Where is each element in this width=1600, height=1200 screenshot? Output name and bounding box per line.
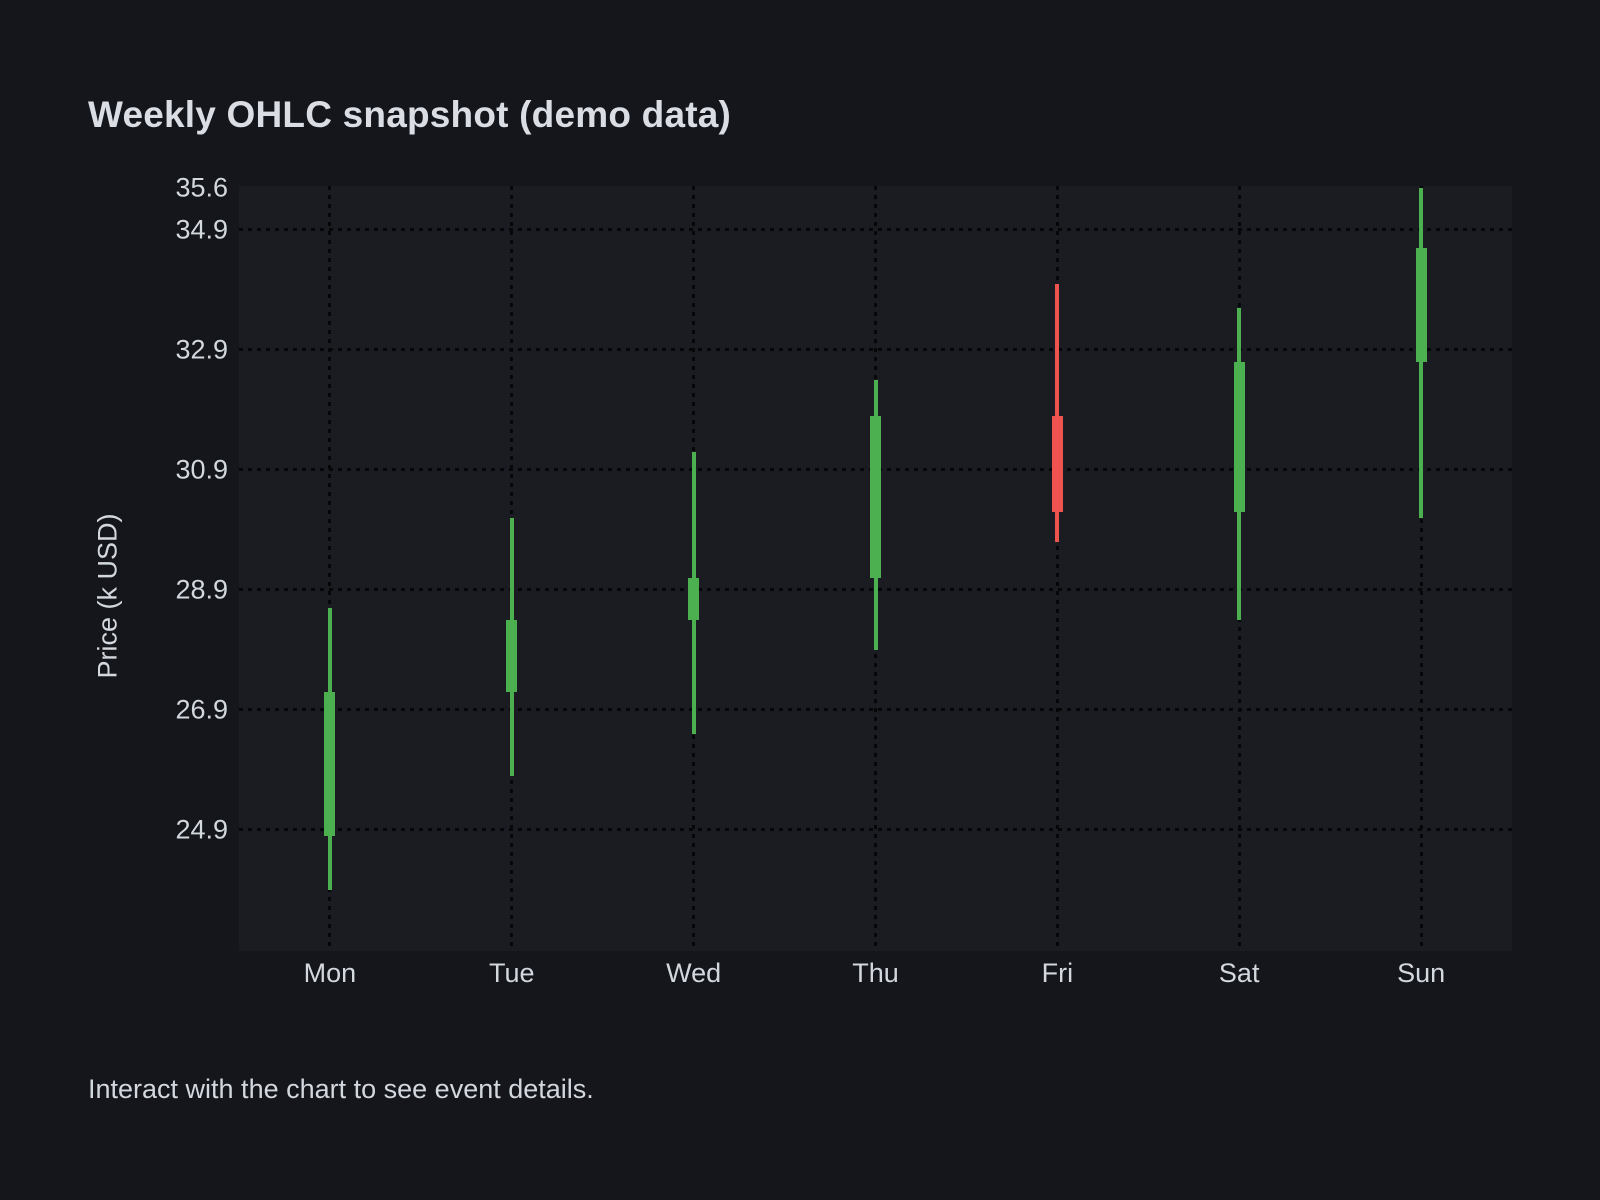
x-tick-label-sun: Sun xyxy=(1397,958,1446,988)
y-axis-title: Price (k USD) xyxy=(92,513,123,679)
plot-area[interactable] xyxy=(239,186,1512,951)
candle-body-tue[interactable] xyxy=(506,619,518,692)
x-tick-label-fri: Fri xyxy=(1041,958,1074,988)
y-tick-label: 26.9 xyxy=(175,694,228,725)
candle-body-thu[interactable] xyxy=(870,415,881,578)
candle-wick-fri[interactable] xyxy=(1055,283,1060,542)
candle-body-sun[interactable] xyxy=(1415,247,1427,362)
candle-body-fri[interactable] xyxy=(1051,415,1063,512)
y-tick-label: 34.9 xyxy=(175,214,228,245)
candle-body-wed[interactable] xyxy=(688,577,700,620)
x-tick-label-wed: Wed xyxy=(666,958,722,988)
chart-caption: Interact with the chart to see event det… xyxy=(88,1074,594,1104)
y-tick-label: 28.9 xyxy=(175,574,228,605)
y-tick-label: 32.9 xyxy=(175,334,228,365)
y-tick-label: 30.9 xyxy=(175,454,228,485)
v-gridline xyxy=(328,186,332,951)
candle-body-mon[interactable] xyxy=(324,691,336,836)
v-gridline xyxy=(1419,186,1423,951)
v-gridline xyxy=(1055,186,1059,951)
x-tick-label-tue: Tue xyxy=(489,958,535,988)
chart-title: Weekly OHLC snapshot (demo data) xyxy=(88,94,732,135)
y-tick-label: 35.6 xyxy=(175,172,228,203)
y-tick-label: 24.9 xyxy=(175,814,228,845)
x-tick-label-sat: Sat xyxy=(1218,958,1260,988)
x-tick-label-thu: Thu xyxy=(852,958,899,988)
candle-body-sat[interactable] xyxy=(1233,361,1245,512)
x-tick-label-mon: Mon xyxy=(303,958,357,988)
